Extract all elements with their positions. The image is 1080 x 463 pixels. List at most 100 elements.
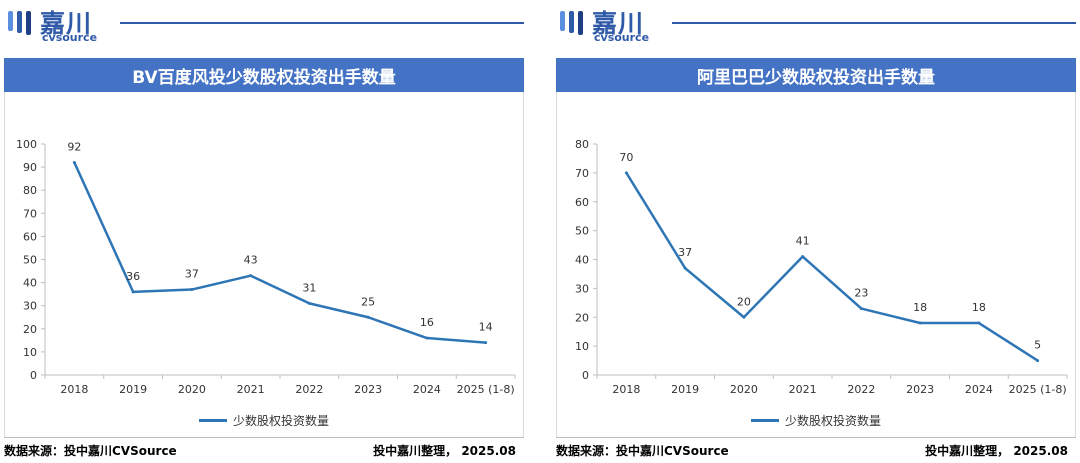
legend-swatch xyxy=(750,419,779,422)
data-label: 37 xyxy=(678,246,692,259)
data-point xyxy=(249,274,253,278)
right-panel: 嘉川 cvsource 阿里巴巴少数股权投资出手数量 0 10 20 30 40 50 60… xyxy=(552,0,1080,463)
y-tick-label: 60 xyxy=(23,230,37,243)
x-tick-label: 2021 xyxy=(237,383,265,396)
data-point xyxy=(131,290,135,294)
data-label: 43 xyxy=(244,254,258,267)
y-tick-label: 40 xyxy=(23,277,37,290)
brand-name-cn: 嘉川 xyxy=(40,9,93,38)
data-label: 18 xyxy=(972,301,986,314)
legend-label: 少数股权投资数量 xyxy=(784,414,881,428)
data-point xyxy=(859,307,863,311)
data-point xyxy=(484,341,488,345)
y-tick-label: 70 xyxy=(575,167,589,180)
data-label: 41 xyxy=(796,235,810,248)
y-tick-label: 100 xyxy=(16,138,37,151)
y-tick-label: 80 xyxy=(23,184,37,197)
compiled-by: 投中嘉川整理， 2025.08 xyxy=(373,444,516,458)
x-tick-label: 2025 (1-8) xyxy=(1009,383,1067,396)
brand-name-cn: 嘉川 xyxy=(592,9,645,38)
data-label: 31 xyxy=(302,281,316,294)
data-label: 92 xyxy=(67,140,81,153)
footer-rule xyxy=(556,437,1076,438)
data-point xyxy=(1036,359,1040,363)
x-tick-label: 2021 xyxy=(789,383,817,396)
y-tick-label: 20 xyxy=(575,311,589,324)
y-tick-label: 10 xyxy=(23,346,37,359)
brand-mark-icon xyxy=(8,11,31,35)
x-tick-label: 2020 xyxy=(730,383,758,396)
brand-logo: 嘉川 cvsource xyxy=(558,4,688,44)
data-label: 70 xyxy=(619,151,633,164)
brand-name-en: cvsource xyxy=(42,31,98,44)
data-point xyxy=(977,321,981,325)
x-tick-label: 2019 xyxy=(671,383,699,396)
data-point xyxy=(72,160,76,164)
x-tick-label: 2020 xyxy=(178,383,206,396)
footer-rule xyxy=(4,437,524,438)
x-tick-label: 2018 xyxy=(60,383,88,396)
x-tick-label: 2019 xyxy=(119,383,147,396)
y-tick-label: 30 xyxy=(23,300,37,313)
footer: 数据来源：投中嘉川CVSource 投中嘉川整理， 2025.08 xyxy=(4,442,524,460)
series-line xyxy=(625,172,1039,362)
y-tick-label: 60 xyxy=(575,196,589,209)
line-chart-baidu: 0 10 20 30 40 50 60 70 80 90 100 2018 2019 2020 2021 20… xyxy=(16,138,516,396)
data-label: 18 xyxy=(913,301,927,314)
y-tick-label: 10 xyxy=(575,340,589,353)
data-point xyxy=(425,336,429,340)
x-tick-label: 2024 xyxy=(413,383,441,396)
chart-legend: 少数股权投资数量 xyxy=(552,412,1080,429)
y-tick-label: 90 xyxy=(23,161,37,174)
y-tick-label: 50 xyxy=(575,225,589,238)
x-tick-label: 2024 xyxy=(965,383,993,396)
chart-title: BV百度风投少数股权投资出手数量 xyxy=(4,58,524,92)
y-tick-label: 40 xyxy=(575,254,589,267)
y-tick-label: 0 xyxy=(30,369,37,382)
legend-swatch xyxy=(198,419,227,422)
data-point xyxy=(742,315,746,319)
brand-mark-icon xyxy=(560,11,583,35)
left-panel: 嘉川 cvsource BV百度风投少数股权投资出手数量 0 10 20 30 40 50… xyxy=(0,0,528,463)
brand-logo: 嘉川 cvsource xyxy=(6,4,136,44)
x-tick-label: 2022 xyxy=(295,383,323,396)
data-label: 5 xyxy=(1034,339,1041,352)
data-point xyxy=(918,321,922,325)
data-point xyxy=(366,315,370,319)
data-point xyxy=(683,266,687,270)
y-tick-label: 30 xyxy=(575,282,589,295)
y-tick-label: 20 xyxy=(23,323,37,336)
y-tick-label: 50 xyxy=(23,254,37,267)
data-point xyxy=(801,255,805,259)
y-tick-label: 0 xyxy=(582,369,589,382)
x-tick-label: 2023 xyxy=(906,383,934,396)
x-tick-label: 2025 (1-8) xyxy=(457,383,515,396)
data-label: 36 xyxy=(126,270,140,283)
data-label: 14 xyxy=(479,321,493,334)
chart-title: 阿里巴巴少数股权投资出手数量 xyxy=(556,58,1076,92)
series-line xyxy=(73,161,486,344)
compiled-by: 投中嘉川整理， 2025.08 xyxy=(925,444,1068,458)
y-tick-label: 70 xyxy=(23,207,37,220)
x-tick-label: 2023 xyxy=(354,383,382,396)
data-point xyxy=(190,288,194,292)
data-point xyxy=(624,171,628,175)
legend-label: 少数股权投资数量 xyxy=(232,414,329,428)
data-point xyxy=(307,301,311,305)
data-label: 20 xyxy=(737,295,751,308)
x-tick-label: 2018 xyxy=(612,383,640,396)
header-rule xyxy=(672,22,1076,24)
data-source: 数据来源：投中嘉川CVSource xyxy=(4,444,177,458)
x-tick-label: 2022 xyxy=(847,383,875,396)
footer: 数据来源：投中嘉川CVSource 投中嘉川整理， 2025.08 xyxy=(556,442,1076,460)
header-rule xyxy=(120,22,524,24)
chart-legend: 少数股权投资数量 xyxy=(0,412,528,429)
brand-name-en: cvsource xyxy=(594,31,650,44)
y-tick-label: 80 xyxy=(575,138,589,151)
data-source: 数据来源：投中嘉川CVSource xyxy=(556,444,729,458)
data-label: 37 xyxy=(185,268,199,281)
data-label: 16 xyxy=(420,316,434,329)
data-label: 25 xyxy=(361,295,375,308)
data-label: 23 xyxy=(854,287,868,300)
